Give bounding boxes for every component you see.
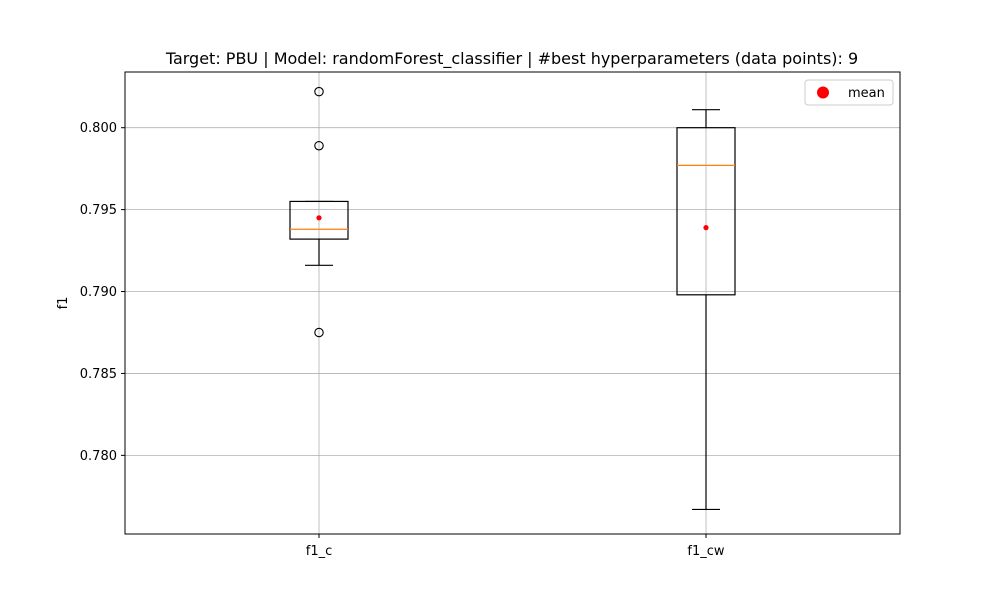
outlier-point [314,140,324,151]
mean-marker [703,225,709,231]
y-tick-label: 0.800 [80,121,117,136]
x-tick-label: f1_c [306,544,333,559]
outlier-point [314,327,324,338]
y-tick-label: 0.790 [80,285,117,300]
y-axis-label: f1 [56,297,71,310]
legend-box [804,79,894,106]
legend: mean [804,79,894,106]
x-tick-label: f1_cw [687,544,724,559]
legend-marker-mean [817,86,829,99]
chart-title: Target: PBU | Model: randomForest_classi… [165,49,858,69]
plot-area [289,86,736,511]
box-iqr [289,200,349,240]
box-f1_c [289,86,349,338]
y-tick-label: 0.785 [80,367,117,382]
y-tick-label: 0.780 [80,449,117,464]
legend-label-mean: mean [848,86,885,101]
box-iqr [676,127,736,296]
y-tick-label: 0.795 [80,203,117,218]
outlier-point [314,86,324,97]
axes: 0.780 0.785 0.790 0.795 0.800 f1_c f1_cw [80,121,725,559]
mean-marker [316,215,322,221]
plot-frame [124,71,901,535]
box-f1_cw [676,109,736,511]
